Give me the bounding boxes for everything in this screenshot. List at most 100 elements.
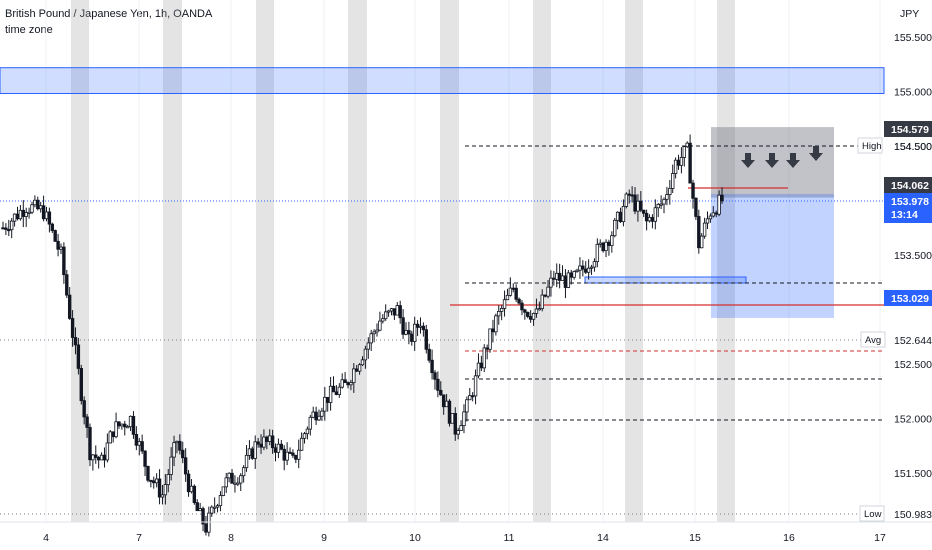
session-shade [163, 0, 182, 522]
candle-body [221, 486, 226, 496]
candle-body [317, 415, 321, 421]
session-shade [348, 0, 367, 522]
price-tick-label: 155.000 [894, 87, 932, 99]
axes: 155.500 155.000 154.500 153.500 152.500 152.0… [0, 8, 932, 544]
candle-body [207, 512, 211, 533]
candle-body [265, 436, 269, 442]
candle-body [366, 342, 370, 350]
candle-body [326, 396, 330, 403]
candle-body [50, 223, 54, 231]
candle-body [302, 433, 307, 439]
candle-body [581, 265, 585, 270]
candle-body [195, 502, 199, 512]
candle-body [233, 482, 237, 485]
candle-body [618, 211, 623, 223]
current-price-value: 153.978 [891, 196, 929, 208]
candle-body [633, 194, 637, 212]
candle-body [700, 235, 704, 249]
candle-body [659, 203, 663, 206]
candle-body [285, 451, 289, 461]
candle-body [250, 448, 255, 459]
down-arrows [741, 146, 823, 168]
candle-body [537, 308, 542, 311]
resistance-zone [0, 67, 885, 94]
candle-body [702, 222, 707, 237]
candle-body [375, 329, 379, 333]
candle-body [720, 194, 724, 202]
avg-label-box [860, 331, 886, 348]
candle-body [514, 287, 518, 300]
candle-body [291, 452, 295, 456]
candle-body [392, 308, 397, 316]
candle-body [253, 441, 257, 459]
chart-title: British Pound / Japanese Yen, 1h, OANDA [5, 8, 213, 20]
candle-body [85, 416, 89, 428]
candle-body [378, 320, 382, 331]
candle-body [334, 391, 339, 395]
candle-body [268, 435, 272, 442]
last-value-tag-bg [884, 177, 932, 193]
high-value-tag: 154.579 [891, 124, 929, 136]
candle-body [407, 330, 411, 335]
candle-body [508, 287, 513, 296]
candle-body [73, 337, 78, 346]
candle-body [549, 277, 553, 288]
candle-body [299, 437, 304, 451]
candle-body [673, 159, 678, 174]
time-zone-label: time zone [5, 24, 53, 36]
avg-label: Avg [865, 335, 881, 346]
candle-body [389, 308, 394, 312]
low-label: Low [864, 509, 882, 520]
high-value-tag-bg [884, 121, 932, 137]
candle-body [120, 423, 124, 427]
candle-body [18, 209, 23, 220]
session-shade [71, 0, 89, 522]
candle-body [166, 474, 170, 486]
low-value: 150.983 [894, 509, 932, 521]
candle-body [111, 431, 115, 438]
candle-body [355, 368, 359, 372]
candle-body [401, 317, 405, 335]
candle-body [123, 423, 127, 428]
candle-body [360, 359, 365, 366]
date-tick-label: 16 [783, 532, 795, 544]
candle-body [494, 315, 498, 333]
candle-body [595, 243, 600, 263]
candle-body [224, 477, 228, 488]
candle-body [650, 217, 655, 222]
candle-body [146, 465, 150, 481]
candle-body [30, 204, 34, 213]
session-shade [717, 0, 735, 522]
candle-body [372, 331, 376, 335]
session-shade [625, 0, 643, 522]
price-tick-label: 152.000 [894, 414, 932, 426]
candle-body [212, 506, 217, 509]
candle-body [412, 323, 417, 342]
down-arrow-icon [786, 153, 800, 168]
candle-body [314, 411, 318, 421]
candle-body [473, 375, 478, 397]
support-box [584, 276, 747, 284]
candle-body [53, 230, 57, 242]
candle-body [47, 211, 52, 225]
candle-body [102, 454, 107, 461]
candle-body [363, 348, 368, 361]
candle-body [613, 219, 617, 237]
candle-body [96, 457, 101, 461]
candle-body [395, 305, 399, 316]
price-tick-label: 151.500 [894, 468, 932, 480]
low-label-box [859, 505, 885, 522]
candle-body [665, 194, 669, 200]
down-arrow-icon [765, 153, 779, 168]
candle-body [636, 200, 640, 212]
candle-body [1, 227, 5, 230]
candle-body [15, 213, 20, 220]
candle-body [38, 205, 43, 210]
candle-body [227, 472, 231, 479]
candle-body [346, 382, 350, 386]
candle-body [218, 495, 223, 507]
candle-body [453, 413, 457, 435]
candle-body [644, 212, 649, 222]
candle-body [186, 473, 191, 493]
